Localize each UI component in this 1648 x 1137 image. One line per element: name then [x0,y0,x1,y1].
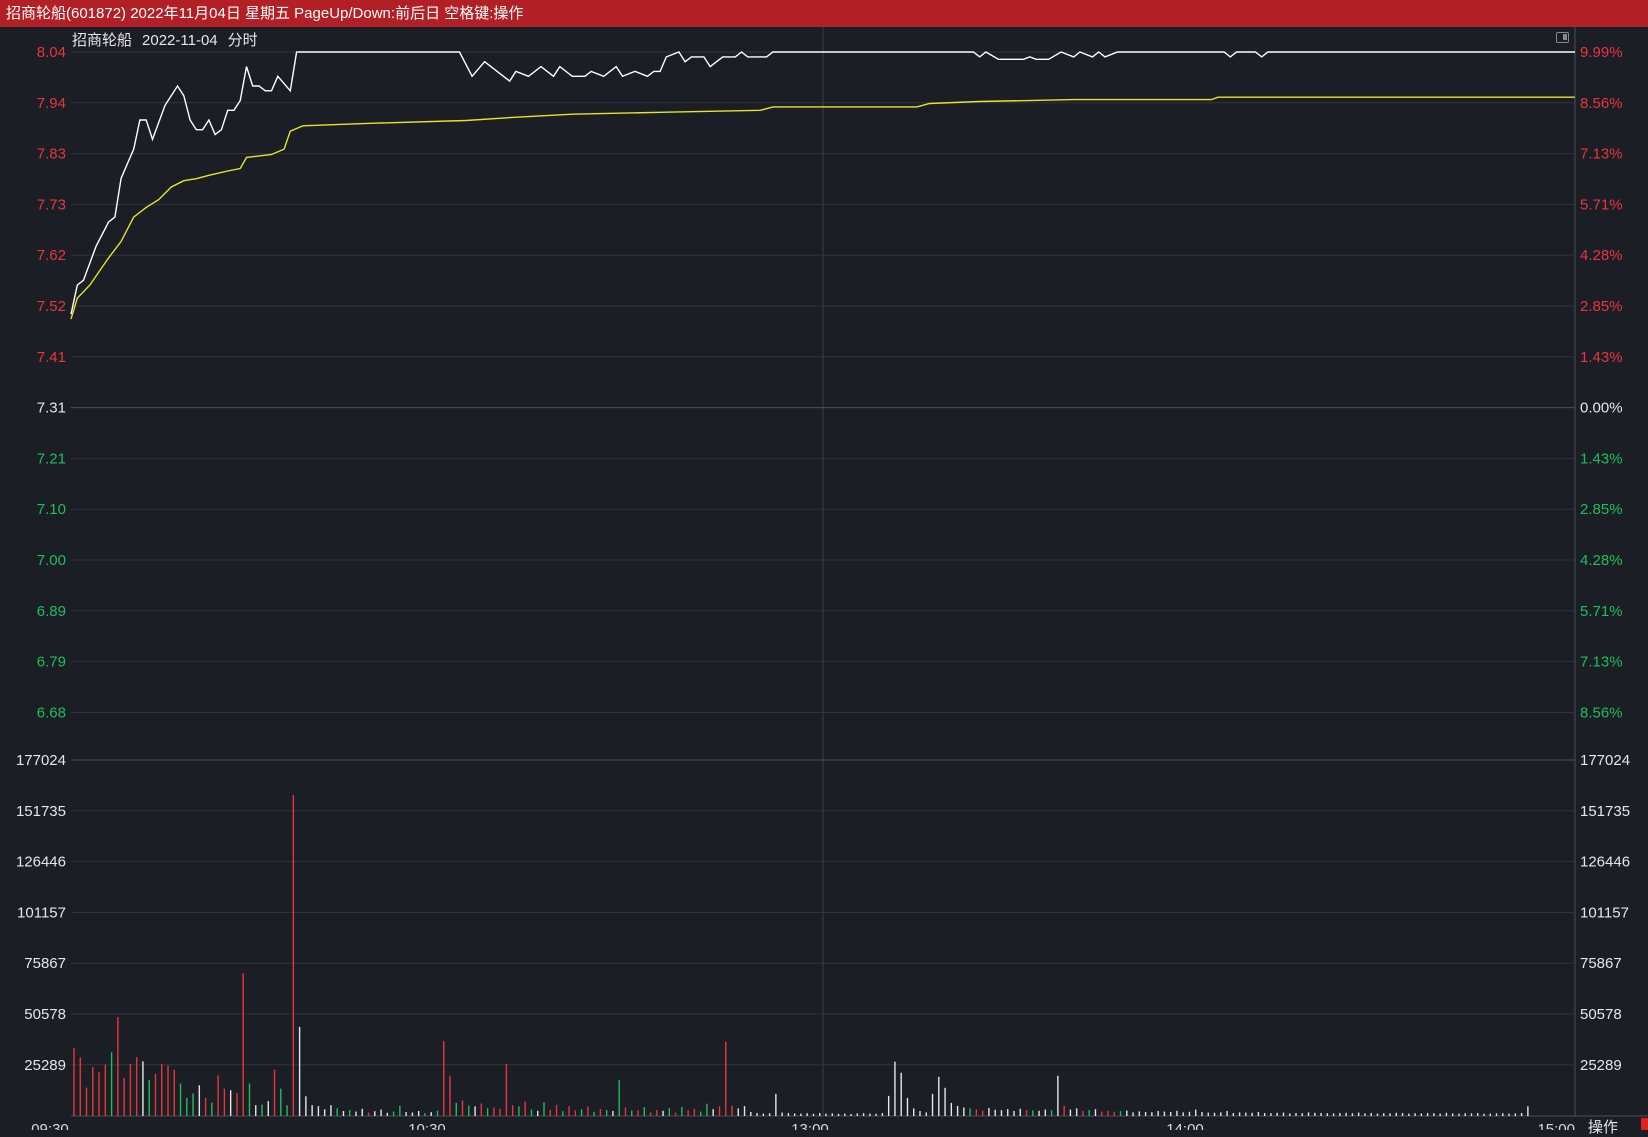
grid-lines [71,27,1648,1117]
window-title-bar: 招商轮船(601872) 2022年11月04日 星期五 PageUp/Down… [0,0,1648,27]
time-tick-label: 13:00 [791,1121,829,1130]
pct-tick-label: 5.71% [1580,196,1623,213]
pct-tick-label: 4.28% [1580,247,1623,264]
pct-tick-label: 7.13% [1580,654,1623,671]
pct-tick-label: 5.71% [1580,603,1623,620]
volume-tick-label-right: 101157 [1580,904,1629,921]
volume-tick-label: 177024 [16,752,66,769]
time-tick-label: 14:00 [1166,1121,1204,1130]
chart-date: 2022-11-04 [142,32,218,49]
volume-tick-label: 50578 [24,1006,66,1023]
pct-tick-label: 0.00% [1580,400,1623,417]
time-tick-label: 15:00 [1537,1121,1575,1130]
stock-name: 招商轮船 [72,32,133,49]
pct-tick-label: 1.43% [1580,450,1623,467]
pct-tick-label: 9.99% [1580,44,1623,61]
price-tick-label: 8.04 [37,44,66,61]
chart-mode: 分时 [227,32,258,49]
price-tick-label: 6.89 [37,603,66,620]
pct-tick-label: 4.28% [1580,552,1623,569]
price-tick-label: 7.41 [37,349,66,366]
time-tick-label: 09:30 [31,1121,69,1130]
volume-bars [73,795,1529,1116]
volume-tick-label-right: 50578 [1580,1006,1622,1023]
layout-toggle-icon[interactable] [1556,32,1569,43]
volume-tick-label-right: 126446 [1580,854,1630,871]
volume-tick-label: 25289 [24,1057,66,1074]
volume-tick-label: 101157 [17,904,66,921]
pct-tick-label: 7.13% [1580,146,1623,163]
volume-tick-label: 126446 [16,854,66,871]
volume-tick-label-right: 151735 [1580,803,1630,820]
price-tick-label: 7.73 [37,196,66,213]
status-marker [1641,1118,1648,1130]
pct-tick-label: 2.85% [1580,501,1623,518]
time-tick-label: 10:30 [408,1121,446,1130]
price-tick-label: 7.00 [37,552,66,569]
price-tick-label: 7.94 [37,95,66,112]
price-tick-label: 6.79 [37,654,66,671]
operate-button[interactable]: 操作 [1588,1119,1619,1136]
price-lines [70,51,1575,320]
axis-labels: 8.04 9.99% 7.94 8.56% 7.83 7.13% 7.73 5.71% 7.62… [16,44,1630,1130]
volume-tick-label-right: 25289 [1580,1057,1622,1074]
volume-tick-label: 151735 [16,803,66,820]
price-tick-label: 7.83 [37,146,66,163]
chart-header: 招商轮船 2022-11-04 分时 [72,29,268,50]
pct-tick-label: 8.56% [1580,95,1623,112]
price-tick-label: 7.21 [37,450,66,467]
price-line [70,51,1575,315]
volume-tick-label-right: 177024 [1580,752,1630,769]
price-tick-label: 7.10 [37,501,66,518]
price-tick-label: 7.52 [37,298,66,315]
price-tick-label: 6.68 [37,704,66,721]
price-tick-label: 7.31 [37,400,66,417]
price-tick-label: 7.62 [37,247,66,264]
volume-tick-label: 75867 [24,955,66,972]
average-price-line [70,96,1575,320]
pct-tick-label: 8.56% [1580,704,1623,721]
volume-tick-label-right: 75867 [1580,955,1622,972]
pct-tick-label: 2.85% [1580,298,1623,315]
pct-tick-label: 1.43% [1580,349,1623,366]
